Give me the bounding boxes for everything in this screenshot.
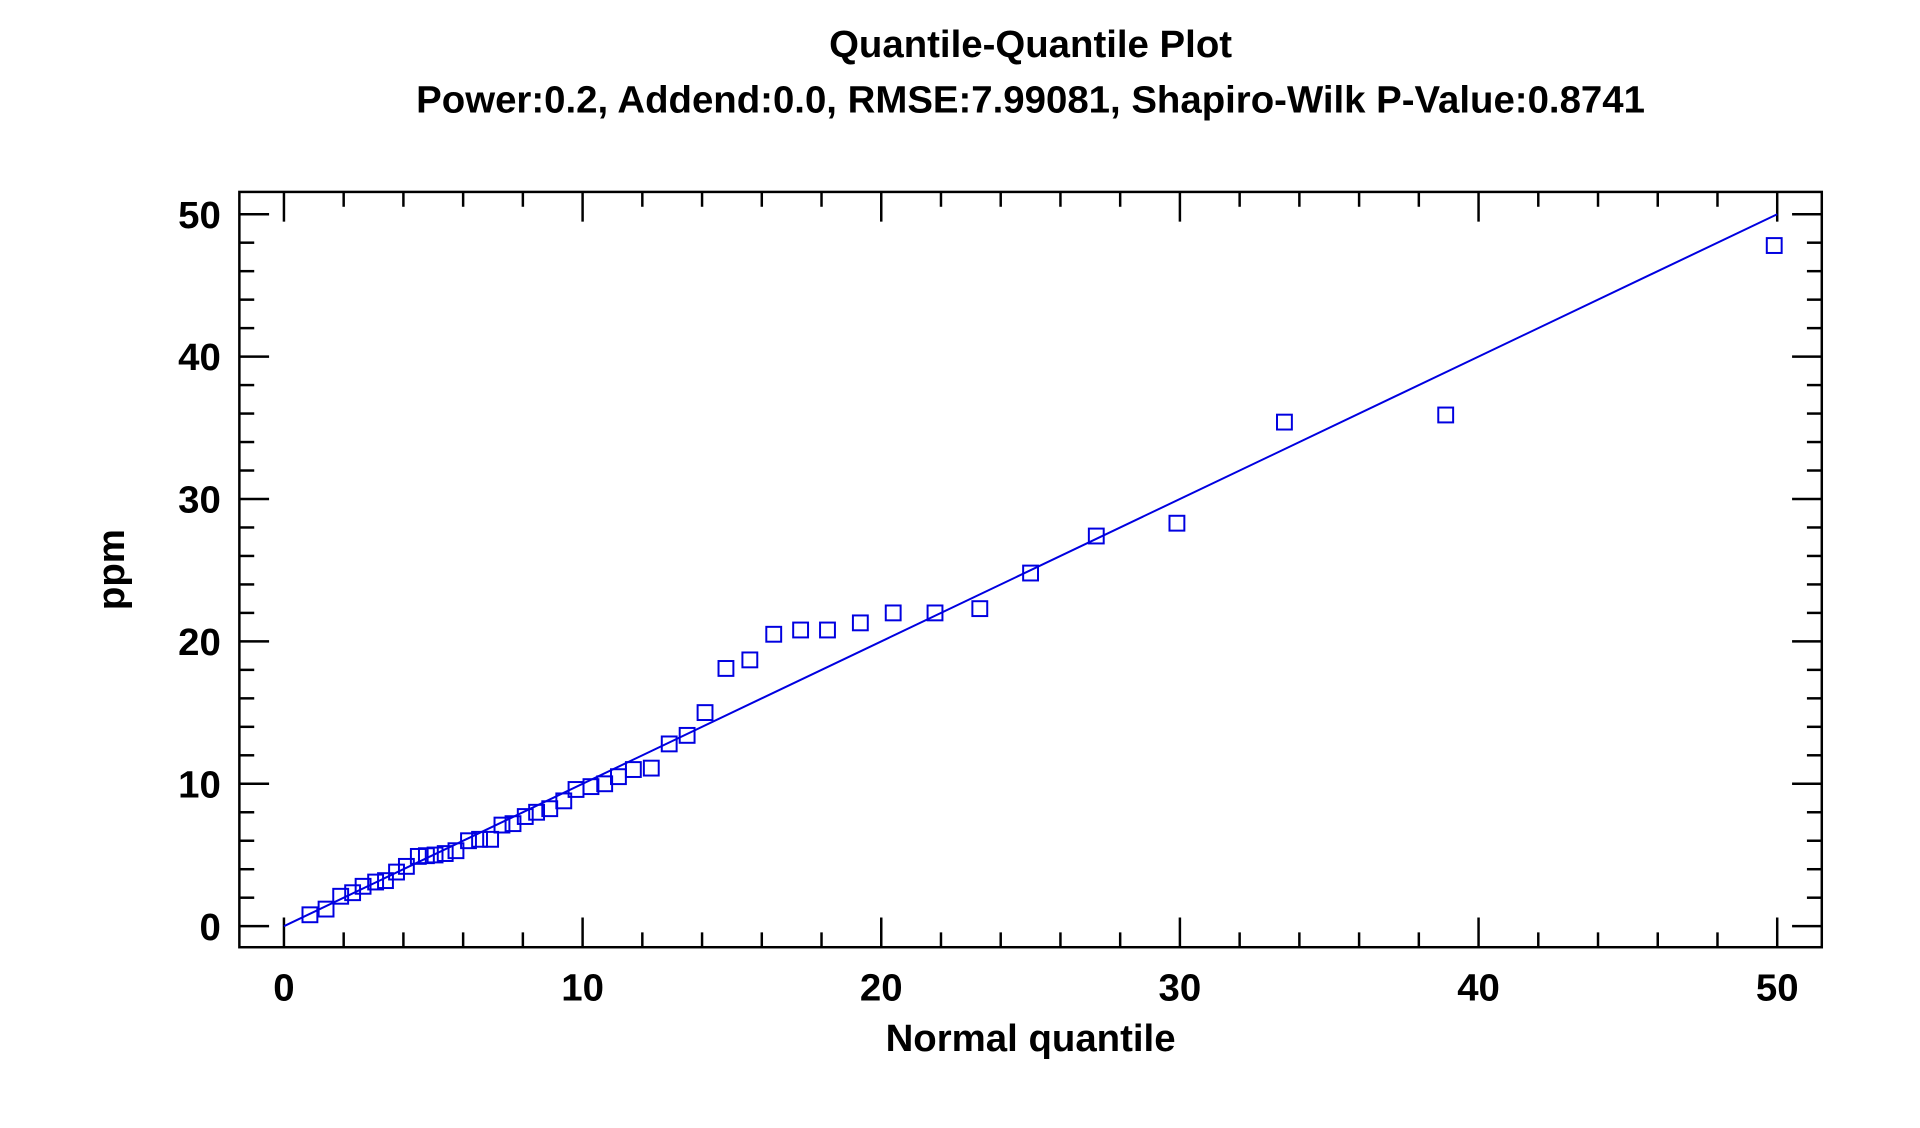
reference-line: [283, 213, 1778, 928]
data-point: [819, 621, 836, 639]
data-point: [426, 846, 444, 864]
data-point: [332, 887, 350, 905]
x-tick-label: 0: [273, 966, 294, 1009]
y-tick-labels: 0 10 20 30 40 50: [178, 194, 221, 949]
y-axis-label: ppm: [90, 529, 133, 610]
chart-title: Quantile-Quantile Plot: [829, 23, 1232, 66]
data-point: [610, 768, 627, 786]
data-point: [741, 651, 759, 669]
x-tick-label: 40: [1457, 966, 1500, 1009]
data-point: [1765, 237, 1783, 254]
y-tick-label: 10: [178, 763, 221, 806]
data-point: [397, 857, 415, 875]
data-point: [696, 704, 714, 722]
data-point: [971, 600, 989, 618]
x-tick-label: 50: [1756, 966, 1799, 1009]
data-point: [317, 900, 335, 918]
x-tick-labels: 0 10 20 30 40 50: [273, 966, 1798, 1009]
data-point: [516, 808, 534, 825]
data-point: [555, 792, 573, 810]
data-point: [596, 775, 614, 793]
data-point: [765, 625, 783, 643]
y-tick-label: 50: [178, 194, 221, 237]
data-point: [926, 604, 944, 622]
y-tick-label: 40: [178, 336, 221, 379]
ticks: [239, 191, 1822, 948]
data-point: [367, 873, 385, 891]
data-point: [1022, 564, 1039, 582]
data-point: [460, 832, 477, 850]
y-tick-label: 20: [178, 621, 221, 664]
plot-frame: [238, 190, 1824, 949]
data-point: [624, 761, 642, 778]
data-point: [1437, 406, 1455, 424]
y-tick-label: 0: [199, 906, 220, 949]
chart-subtitle: Power:0.2, Addend:0.0, RMSE:7.99081, Sha…: [416, 79, 1645, 122]
data-point: [377, 872, 394, 890]
data-point: [447, 842, 465, 860]
data-point: [482, 830, 500, 848]
data-point: [1087, 527, 1105, 545]
data-point: [436, 845, 454, 862]
data-point: [301, 906, 319, 924]
data-point: [344, 884, 362, 902]
x-tick-label: 20: [860, 966, 903, 1009]
data-point: [354, 877, 372, 895]
data-point: [884, 604, 902, 622]
data-point: [1276, 413, 1293, 431]
data-point: [417, 847, 435, 865]
data-point: [528, 803, 546, 821]
data-point: [582, 778, 600, 796]
x-tick-label: 10: [561, 966, 604, 1009]
x-axis-label: Normal quantile: [886, 1017, 1176, 1060]
data-point: [642, 759, 660, 777]
data-point: [851, 614, 869, 632]
data-points: [301, 237, 1783, 924]
y-tick-label: 30: [178, 479, 221, 522]
x-tick-label: 30: [1159, 966, 1202, 1009]
data-point: [660, 735, 678, 753]
data-point: [471, 830, 488, 848]
data-point: [388, 863, 405, 881]
data-point: [493, 816, 511, 834]
data-point: [717, 660, 735, 677]
data-point: [678, 726, 696, 744]
data-point: [1168, 514, 1186, 532]
data-point: [792, 621, 810, 639]
